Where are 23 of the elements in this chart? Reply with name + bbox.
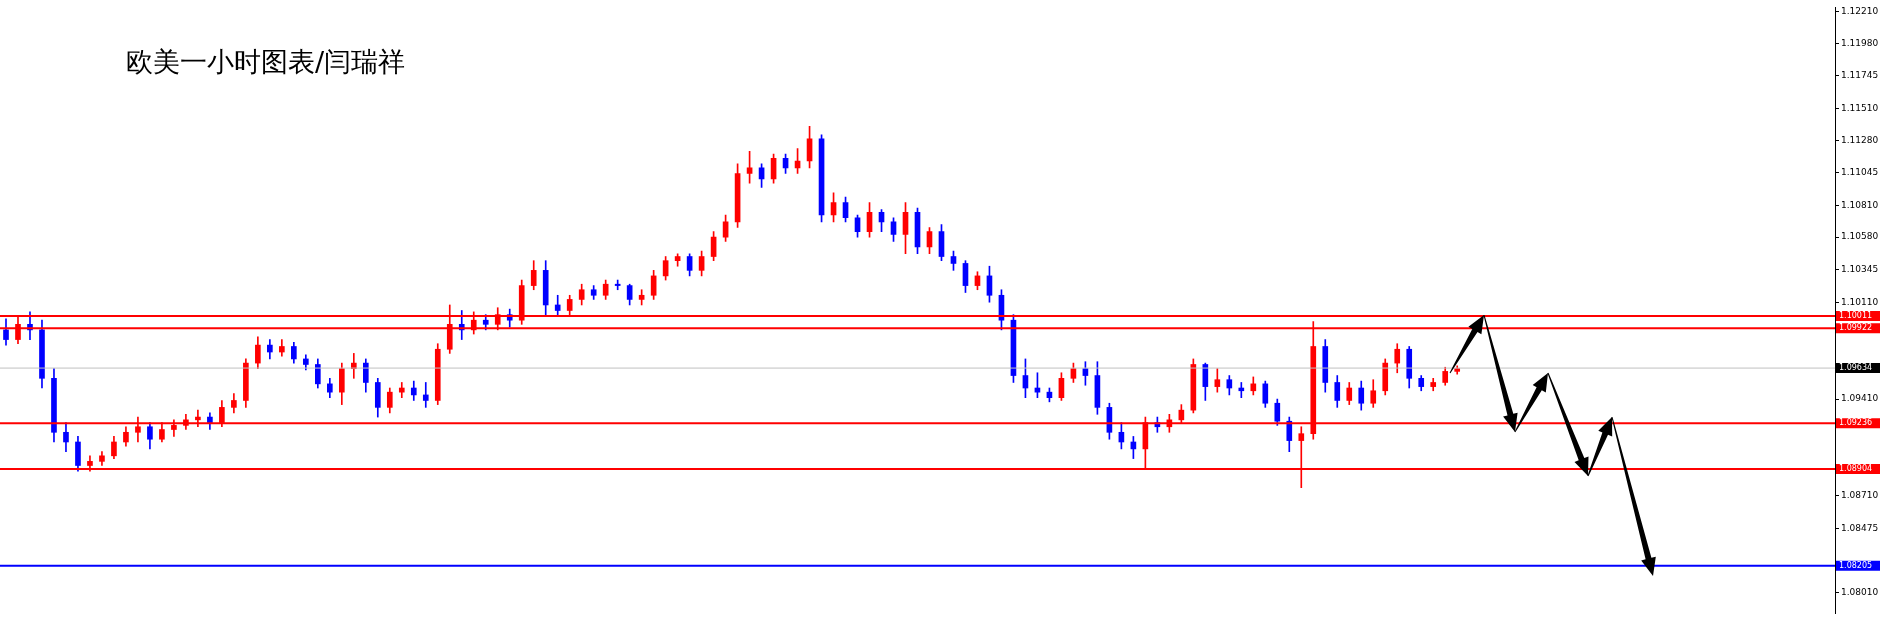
ref-line-label: 1.08904 [1839,464,1873,474]
y-tick-label: 1.10110 [1841,296,1879,307]
y-tick-label: 1.08475 [1841,522,1879,533]
candlestick [1238,382,1245,399]
y-tick-label: 1.08010 [1841,587,1879,598]
ref-line-label: 1.08205 [1839,560,1873,570]
y-tick-label: 1.11280 [1841,134,1879,145]
y-tick-label: 1.10345 [1841,264,1879,275]
y-tick-label: 1.11980 [1841,37,1879,48]
ref-line-label: 1.09922 [1839,323,1873,333]
y-tick-label: 1.11510 [1841,102,1879,113]
candlestick [422,382,429,408]
y-tick-label: 1.12210 [1841,5,1879,16]
y-tick-label: 1.09410 [1841,393,1879,404]
ref-line-label: 1.10011 [1839,310,1873,320]
y-tick-label: 1.10810 [1841,199,1879,210]
y-tick-label: 1.10580 [1841,231,1879,242]
text: 欧美一小时图表/闫瑞祥 [126,45,406,79]
y-tick-label: 1.08710 [1841,490,1879,501]
y-tick-label: 1.11745 [1841,70,1879,81]
y-tick-label: 1.11045 [1841,167,1879,178]
ref-line-label: 1.09236 [1839,418,1873,428]
ref-line-label: 1.09634 [1839,363,1873,373]
